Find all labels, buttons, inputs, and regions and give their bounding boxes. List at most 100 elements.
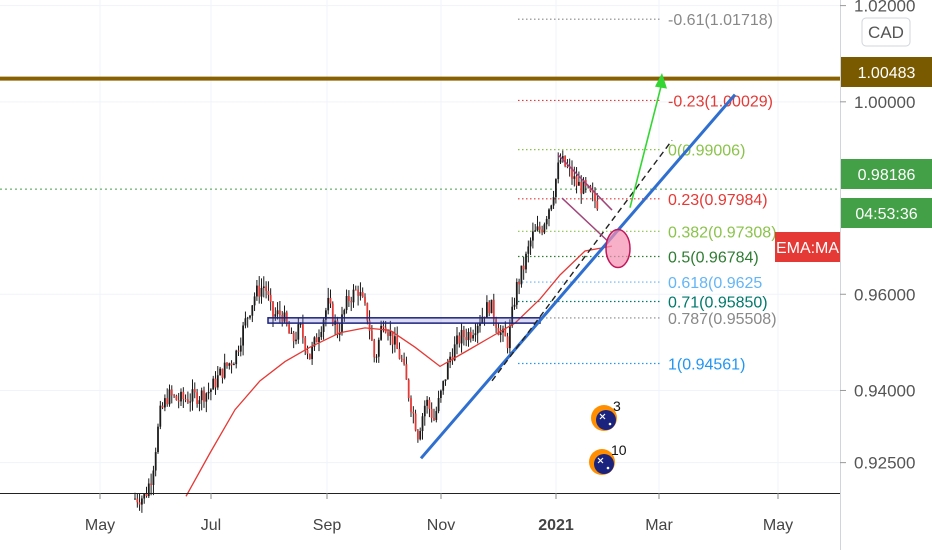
candle-body — [582, 179, 585, 194]
candle-body — [228, 363, 231, 366]
candle-body — [136, 498, 139, 503]
price-axis[interactable]: 1.02000 1.00000 0.96000 0.94000 0.92500 CAD — [840, 0, 932, 550]
candle-body — [297, 324, 300, 340]
candle-body — [152, 470, 155, 486]
event-marker[interactable]: 10 — [589, 442, 627, 475]
candle-body — [256, 285, 258, 297]
candle-body — [338, 332, 341, 335]
candle — [350, 296, 353, 312]
candle — [458, 332, 461, 348]
candle-body — [366, 303, 369, 321]
candle-body — [203, 390, 205, 402]
candle — [548, 208, 550, 227]
candle — [451, 348, 454, 365]
price-badge: 0.98186 — [841, 159, 932, 189]
candle — [421, 412, 424, 440]
candle-body — [430, 408, 433, 418]
candle — [525, 251, 527, 274]
candle — [435, 406, 438, 423]
candle-body — [532, 231, 534, 241]
candle — [545, 216, 548, 230]
time-axis[interactable]: May Jul Sep Nov 2021 Mar May — [0, 493, 840, 534]
candle — [522, 256, 525, 280]
candle — [513, 297, 516, 310]
flag-cross — [597, 457, 604, 464]
candle-body — [364, 296, 366, 304]
candle-body — [269, 294, 272, 302]
candle-body — [548, 209, 550, 219]
candle — [173, 393, 175, 399]
candle — [159, 400, 162, 430]
candle-body — [357, 289, 359, 296]
candle — [249, 314, 251, 320]
candle-body — [182, 391, 185, 400]
candle — [437, 390, 440, 414]
candle-body — [453, 344, 456, 361]
candle-body — [283, 312, 286, 322]
candle — [571, 160, 573, 185]
candle-body — [138, 502, 141, 505]
flag-star — [606, 466, 610, 470]
candle — [543, 222, 546, 235]
candle — [154, 447, 157, 477]
candle-body — [205, 393, 208, 402]
price-tick-label: 1.00000 — [854, 93, 915, 112]
candle — [327, 287, 330, 315]
uptrend-line — [419, 93, 737, 460]
candle-body — [460, 329, 463, 344]
candle — [256, 279, 258, 301]
candle — [492, 293, 495, 326]
candle-body — [329, 297, 332, 304]
candle-body — [541, 229, 543, 233]
candle — [189, 393, 192, 412]
currency-box[interactable]: CAD — [861, 17, 911, 47]
price-badge-bg — [841, 159, 932, 189]
projection-arrow-head — [655, 72, 667, 89]
fib-level-label: 0.618(0.9625 — [668, 275, 762, 292]
candle-body — [299, 324, 302, 325]
candle-body — [352, 289, 355, 303]
candle-body — [440, 390, 442, 399]
candle-body — [274, 314, 277, 317]
candle-body — [210, 389, 212, 392]
candle-body — [253, 296, 256, 306]
candle-body — [177, 400, 180, 402]
candle — [515, 278, 518, 309]
candle — [538, 221, 541, 234]
candle-body — [591, 191, 594, 193]
time-tick-label: May — [85, 517, 115, 534]
candle — [320, 326, 323, 341]
time-tick-label: Nov — [427, 517, 455, 534]
candle-body — [520, 265, 523, 285]
candle — [444, 379, 447, 386]
candle — [214, 371, 217, 395]
candle — [322, 317, 325, 340]
candle-body — [193, 389, 196, 393]
candle — [212, 375, 215, 390]
flag-lower-line — [561, 197, 608, 241]
candle-body — [368, 320, 371, 331]
candle — [377, 337, 380, 363]
candle — [575, 167, 578, 194]
event-markers[interactable]: 3 10 — [589, 398, 627, 475]
candle — [193, 382, 196, 399]
candle-body — [456, 335, 458, 345]
candle — [348, 290, 350, 307]
candle-body — [527, 246, 530, 254]
candle — [506, 332, 509, 354]
candle-body — [465, 337, 468, 341]
candle — [210, 388, 212, 401]
candle — [168, 384, 171, 407]
candle-body — [159, 405, 162, 427]
price-badges: 1.00483 0.98186 04:53:36 EMA:MA — [775, 57, 932, 262]
candle-body — [575, 176, 578, 186]
candle — [417, 429, 419, 443]
candle-body — [571, 167, 573, 179]
candle-body — [318, 337, 320, 343]
candle-body — [343, 310, 346, 315]
candle-body — [499, 332, 502, 335]
candle-body — [596, 200, 599, 210]
candle-body — [403, 358, 405, 365]
event-marker[interactable]: 3 — [591, 398, 621, 431]
